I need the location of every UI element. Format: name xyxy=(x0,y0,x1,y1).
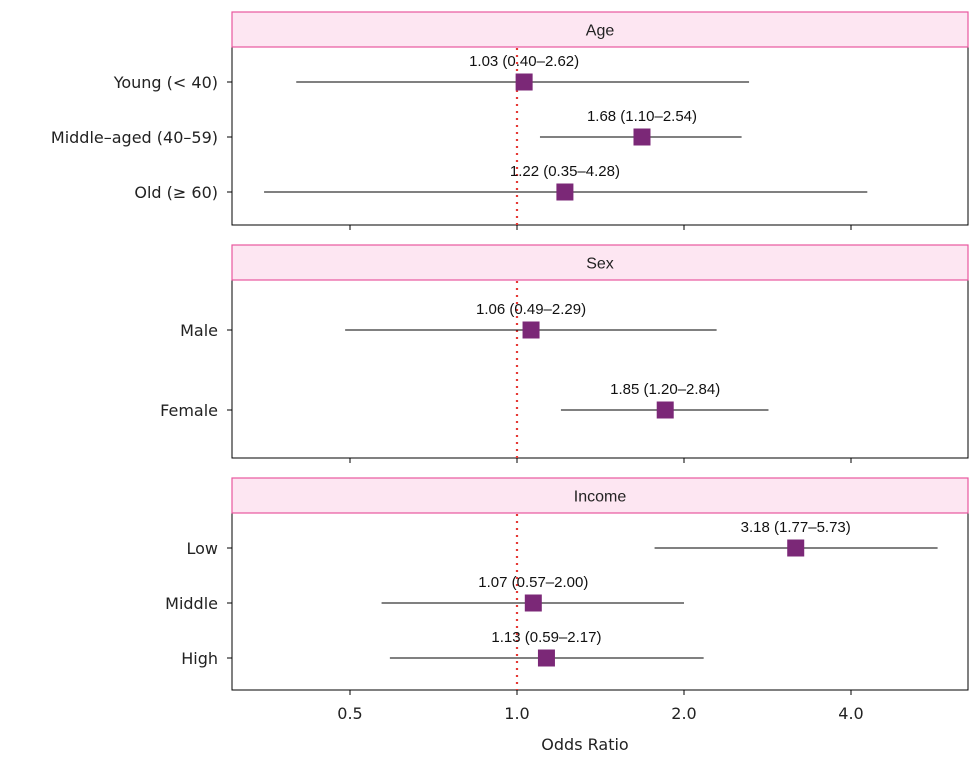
panel-frames xyxy=(231,11,969,691)
row-label: Male xyxy=(180,321,218,340)
x-axis-title: Odds Ratio xyxy=(541,735,628,754)
point-estimate xyxy=(524,594,542,612)
estimate-label: 1.03 (0.40–2.62) xyxy=(469,53,579,70)
point-estimates xyxy=(515,73,805,667)
estimate-label: 1.06 (0.49–2.29) xyxy=(476,301,586,318)
row-label: Middle–aged (40–59) xyxy=(51,128,218,147)
x-axis: Odds Ratio 0.5 1.0 2.0 4.0 xyxy=(227,81,864,754)
row-label: Old (≥ 60) xyxy=(134,183,218,202)
point-estimate xyxy=(515,73,533,91)
estimate-label: 1.22 (0.35–4.28) xyxy=(510,163,620,180)
panel-strip xyxy=(231,244,969,281)
estimate-label: 3.18 (1.77–5.73) xyxy=(741,519,851,536)
row-label: Low xyxy=(186,539,218,558)
panel-strip xyxy=(231,477,969,514)
row-label: Middle xyxy=(165,594,218,613)
point-estimate xyxy=(556,183,574,201)
x-tick-label: 2.0 xyxy=(671,704,696,723)
labels: Age Young (< 40) 1.03 (0.40–2.62) Middle–ag… xyxy=(51,23,851,669)
estimate-label: 1.13 (0.59–2.17) xyxy=(491,629,601,646)
x-tick-label: 4.0 xyxy=(838,704,863,723)
estimate-label: 1.85 (1.20–2.84) xyxy=(610,381,720,398)
row-label: Young (< 40) xyxy=(113,73,218,92)
row-label: Female xyxy=(160,401,218,420)
point-estimate xyxy=(633,128,651,146)
panel-title: Sex xyxy=(586,256,614,273)
point-estimate xyxy=(522,321,540,339)
x-tick-label: 0.5 xyxy=(337,704,362,723)
row-label: High xyxy=(181,649,218,668)
panel-strip xyxy=(231,11,969,48)
point-estimate xyxy=(787,539,805,557)
estimate-label: 1.68 (1.10–2.54) xyxy=(587,108,697,125)
panel-title: Age xyxy=(586,23,615,40)
x-tick-label: 1.0 xyxy=(504,704,529,723)
panel-title: Income xyxy=(574,489,627,506)
estimate-label: 1.07 (0.57–2.00) xyxy=(478,574,588,591)
point-estimate xyxy=(656,401,674,419)
point-estimate xyxy=(537,649,555,667)
